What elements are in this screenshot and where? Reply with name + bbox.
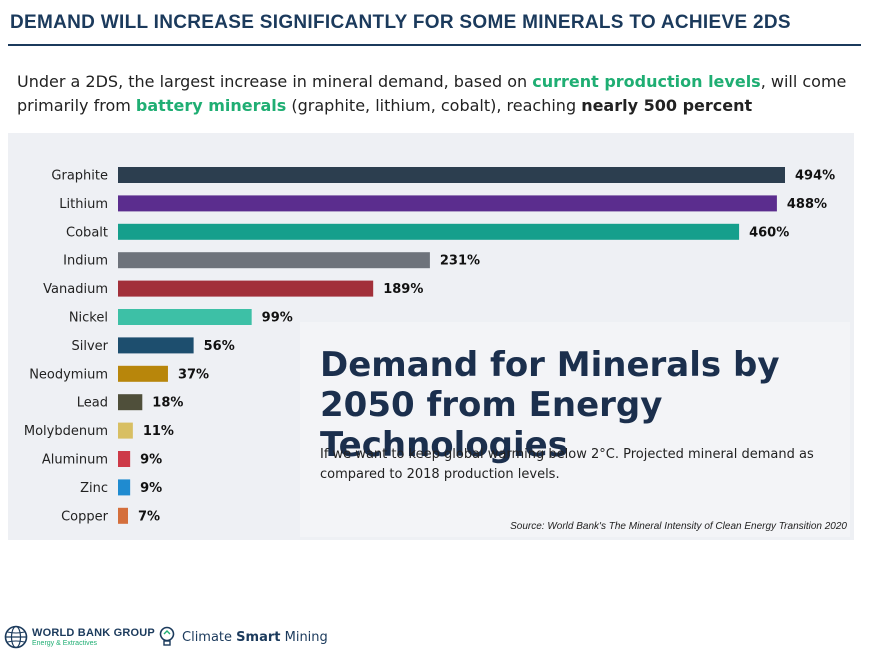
- chart-source: Source: World Bank's The Mineral Intensi…: [510, 521, 847, 532]
- value-label: 56%: [204, 339, 235, 354]
- bar-molybdenum: [118, 422, 133, 439]
- value-label: 488%: [787, 197, 827, 212]
- category-label: Silver: [71, 339, 108, 354]
- category-label: Neodymium: [29, 367, 108, 382]
- subtitle: Under a 2DS, the largest increase in min…: [17, 70, 857, 118]
- bar-silver: [118, 337, 194, 354]
- climate-smart-mining-logo: Climate Smart Mining: [158, 626, 328, 648]
- bar-nickel: [118, 309, 252, 325]
- chart-title-panel: [300, 322, 850, 537]
- value-label: 231%: [440, 254, 480, 269]
- value-label: 189%: [383, 282, 423, 297]
- value-label: 460%: [749, 225, 789, 240]
- bar-cobalt: [118, 223, 740, 240]
- category-label: Nickel: [69, 311, 108, 326]
- subtitle-text-3: (graphite, lithium, cobalt), reaching: [286, 96, 582, 115]
- bar-lead: [118, 394, 143, 411]
- title-divider: [8, 44, 861, 46]
- category-label: Lead: [77, 396, 108, 411]
- bar-vanadium: [118, 280, 374, 297]
- globe-icon: [4, 625, 28, 649]
- category-label: Vanadium: [43, 282, 108, 297]
- value-label: 18%: [152, 396, 183, 411]
- csm-text-1: Climate: [182, 629, 237, 645]
- value-label: 37%: [178, 367, 209, 382]
- category-label: Indium: [63, 254, 108, 269]
- subtitle-text-2: , will come primarily from: [17, 72, 847, 115]
- bar-zinc: [118, 479, 131, 496]
- bar-aluminum: [118, 451, 131, 467]
- category-label: Lithium: [59, 197, 108, 212]
- world-bank-subtitle: Energy & Extractives: [32, 639, 97, 647]
- csm-text-3: Mining: [280, 629, 328, 645]
- world-bank-logo: WORLD BANK GROUP Energy & Extractives: [4, 624, 155, 650]
- subtitle-highlight-battery: battery minerals: [135, 96, 287, 115]
- category-label: Zinc: [80, 481, 108, 496]
- value-label: 9%: [140, 453, 162, 468]
- bar-copper: [118, 507, 128, 524]
- subtitle-highlight-production: current production levels: [532, 72, 761, 91]
- bar-graphite: [118, 167, 785, 183]
- value-label: 99%: [262, 311, 293, 326]
- csm-text-2: Smart: [236, 629, 281, 645]
- category-label: Aluminum: [42, 453, 108, 468]
- value-label: 9%: [140, 481, 162, 496]
- subtitle-text-1: Under a 2DS, the largest increase in min…: [17, 72, 533, 91]
- chart-title: Demand for Minerals by 2050 from Energy …: [320, 345, 780, 465]
- category-label: Copper: [61, 509, 109, 524]
- value-label: 7%: [138, 509, 160, 524]
- subtitle-bold-percent: nearly 500 percent: [581, 96, 753, 115]
- lightbulb-icon: [159, 626, 175, 646]
- bar-indium: [118, 252, 430, 269]
- category-label: Graphite: [51, 169, 108, 184]
- value-label: 494%: [795, 169, 835, 184]
- bar-neodymium: [118, 365, 168, 382]
- chart-description: If we want to keep global warming below …: [320, 447, 814, 482]
- category-label: Cobalt: [66, 225, 108, 240]
- category-label: Molybdenum: [24, 424, 108, 439]
- bar-lithium: [118, 195, 777, 212]
- value-label: 11%: [143, 424, 174, 439]
- world-bank-name: WORLD BANK GROUP: [32, 626, 155, 639]
- page-title: DEMAND WILL INCREASE SIGNIFICANTLY FOR S…: [10, 12, 791, 33]
